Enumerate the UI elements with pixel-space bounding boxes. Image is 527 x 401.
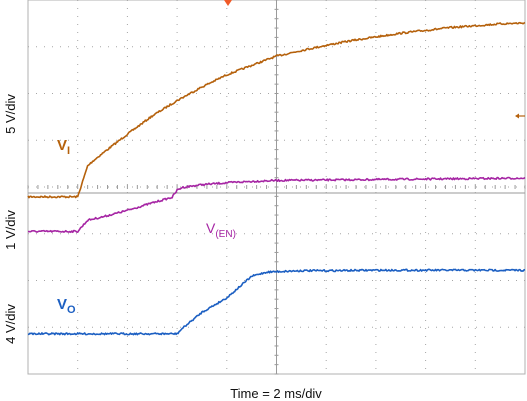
- vo-scale-label: 4 V/div: [3, 304, 18, 344]
- vo-label: VO: [57, 296, 76, 316]
- ven-label: V(EN): [206, 220, 236, 240]
- ven-trace: [27, 176, 526, 234]
- vi-scale-label: 5 V/div: [3, 94, 18, 134]
- vo-trace: [27, 268, 526, 336]
- vi-trace: [27, 21, 526, 199]
- ven-scale-label: 1 V/div: [3, 210, 18, 250]
- vi-label: VI: [57, 137, 70, 157]
- x-axis-label: Time = 2 ms/div: [230, 386, 322, 401]
- trigger-marker-icon: [224, 0, 232, 6]
- level-marker-icon: [515, 113, 525, 119]
